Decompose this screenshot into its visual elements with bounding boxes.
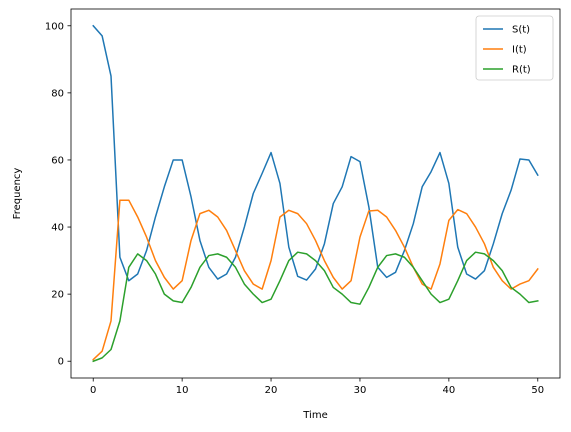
y-tick-label: 80 [51,88,64,99]
y-tick-label: 0 [58,357,64,368]
axes-layer: 0 10 20 30 40 50 0 20 40 60 80 100 [45,8,561,396]
x-tick-label: 50 [531,385,544,396]
series-line-0 [92,24,539,282]
legend-box [475,15,554,81]
x-tick-label: 40 [442,385,455,396]
legend-label-2: R(t) [512,65,531,76]
x-tick-label: 30 [354,385,367,396]
x-tick-label: 0 [90,385,96,396]
series-layer [92,24,539,363]
x-tick-label: 20 [265,385,278,396]
series-line-1 [92,199,539,361]
y-axis-label: Frequency [12,168,23,220]
y-tick-label: 40 [51,223,64,234]
legend-label-0: S(t) [512,25,530,36]
x-axis-label: Time [302,410,327,421]
legend-label-1: I(t) [512,45,527,56]
series-line-2 [92,251,539,363]
y-tick-label: 60 [51,155,64,166]
legend: S(t) I(t) R(t) [475,15,554,81]
y-tick-label: 100 [45,21,64,32]
axes-frame [70,8,561,379]
y-tick-label: 20 [51,290,64,301]
x-tick-label: 10 [176,385,189,396]
